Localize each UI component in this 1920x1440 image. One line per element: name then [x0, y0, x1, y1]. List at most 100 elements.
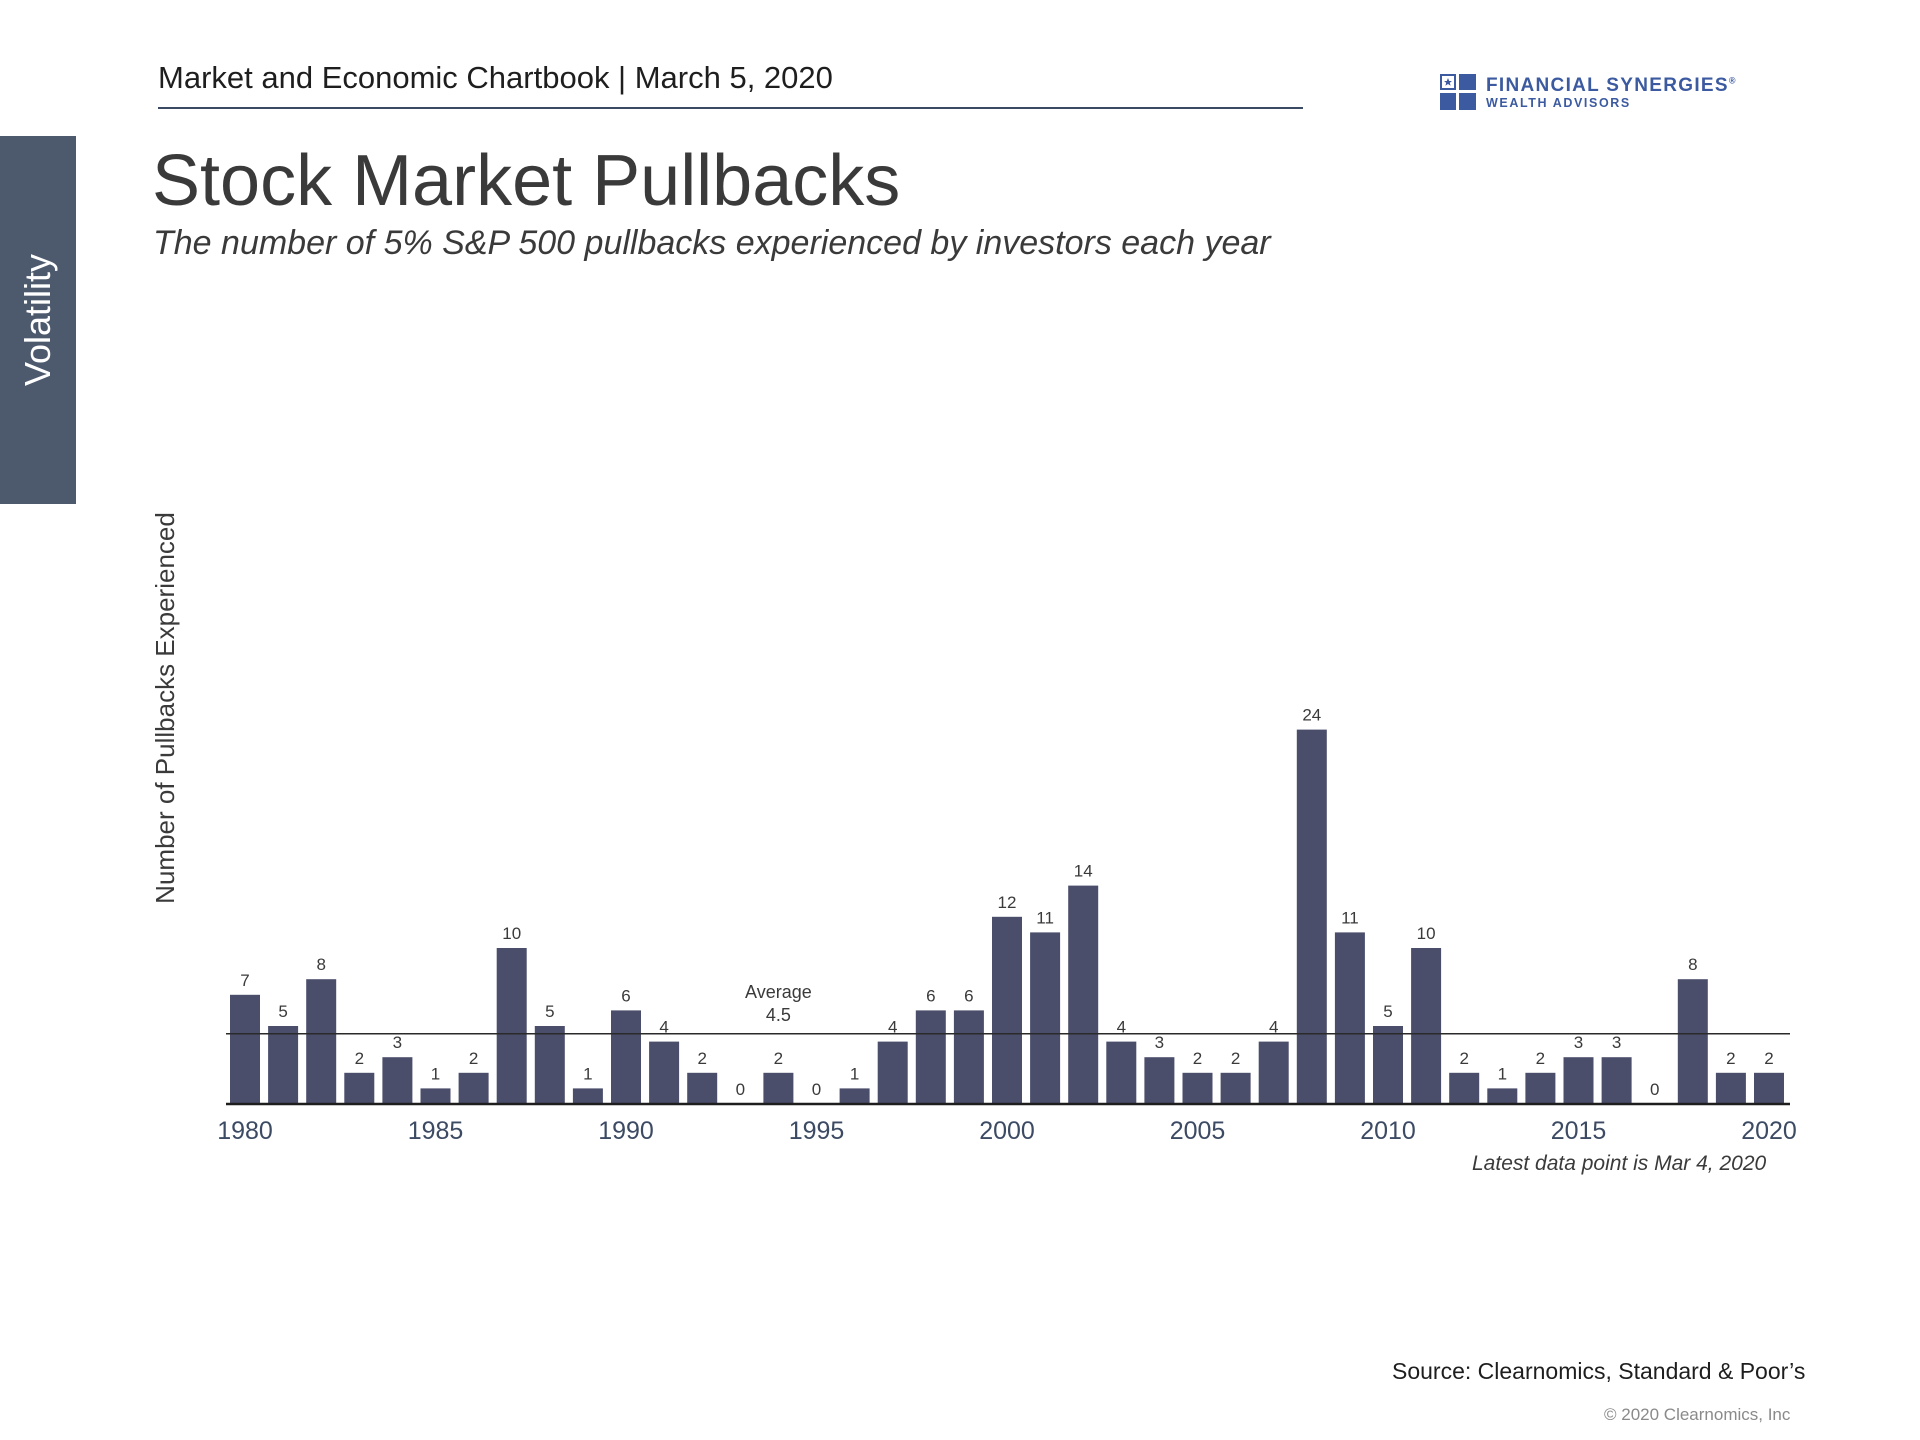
- volatility-side-tab: Volatility: [0, 136, 76, 504]
- bar-1988: [534, 1026, 565, 1104]
- bar-2015: [1563, 1057, 1594, 1104]
- bar-label-1980: 7: [240, 971, 249, 990]
- bar-2010: [1373, 1026, 1403, 1104]
- logo-name: FINANCIAL SYNERGIES®: [1486, 75, 1737, 96]
- bar-label-1984: 3: [393, 1033, 402, 1052]
- bar-1997: [877, 1041, 908, 1104]
- bar-label-2012: 2: [1459, 1049, 1468, 1068]
- bar-label-2014: 2: [1536, 1049, 1545, 1068]
- bar-2008: [1296, 729, 1327, 1104]
- page-subtitle: The number of 5% S&P 500 pullbacks exper…: [153, 224, 1271, 262]
- average-value: 4.5: [766, 1005, 791, 1025]
- bar-label-1983: 2: [355, 1049, 364, 1068]
- bar-1987: [496, 948, 527, 1104]
- bar-label-2010: 5: [1383, 1002, 1392, 1021]
- average-label: Average: [745, 982, 812, 1002]
- copyright-note: © 2020 Clearnomics, Inc: [1604, 1405, 1791, 1424]
- bar-label-2019: 2: [1726, 1049, 1735, 1068]
- bar-label-2009: 11: [1341, 908, 1359, 927]
- x-tick-1985: 1985: [408, 1117, 464, 1145]
- bar-label-2000: 12: [998, 893, 1017, 912]
- bar-2007: [1258, 1041, 1289, 1104]
- bar-label-1986: 2: [469, 1049, 478, 1068]
- bar-label-2018: 8: [1688, 955, 1697, 974]
- x-tick-2000: 2000: [979, 1117, 1035, 1145]
- bar-label-2008: 24: [1302, 706, 1321, 725]
- latest-data-note: Latest data point is Mar 4, 2020: [1472, 1152, 1767, 1175]
- bar-label-2011: 10: [1417, 924, 1436, 943]
- x-tick-2005: 2005: [1170, 1117, 1226, 1145]
- bar-2001: [1030, 932, 1061, 1104]
- x-tick-2020: 2020: [1741, 1117, 1797, 1145]
- bar-2018: [1677, 979, 1708, 1104]
- bar-label-2001: 11: [1036, 908, 1054, 927]
- bar-label-1995: 0: [812, 1080, 821, 1099]
- bar-label-2002: 14: [1074, 862, 1093, 881]
- bar-2006: [1220, 1072, 1251, 1104]
- bar-2011: [1411, 948, 1442, 1104]
- logo-subname: WEALTH ADVISORS: [1486, 96, 1631, 110]
- bar-label-2003: 4: [1117, 1018, 1126, 1037]
- x-tick-1980: 1980: [217, 1117, 273, 1145]
- bar-2012: [1449, 1072, 1480, 1104]
- bar-label-2017: 0: [1650, 1080, 1659, 1099]
- bar-1989: [572, 1088, 603, 1104]
- bar-label-2005: 2: [1193, 1049, 1202, 1068]
- bar-1999: [953, 1010, 984, 1104]
- bar-label-2007: 4: [1269, 1018, 1278, 1037]
- bar-label-1982: 8: [316, 955, 325, 974]
- bar-label-2013: 1: [1498, 1064, 1507, 1083]
- bar-2014: [1525, 1072, 1556, 1104]
- bar-2002: [1068, 885, 1099, 1104]
- x-tick-2015: 2015: [1551, 1117, 1607, 1145]
- bar-label-1996: 1: [850, 1064, 859, 1083]
- y-axis-label: Number of Pullbacks Experienced: [150, 512, 180, 904]
- bar-2013: [1487, 1088, 1518, 1104]
- bar-1991: [649, 1041, 680, 1104]
- bar-label-1990: 6: [621, 986, 630, 1005]
- x-tick-1995: 1995: [789, 1117, 845, 1145]
- bar-label-1992: 2: [697, 1049, 706, 1068]
- bar-label-1989: 1: [583, 1064, 592, 1083]
- x-tick-1990: 1990: [598, 1117, 654, 1145]
- bar-label-2006: 2: [1231, 1049, 1240, 1068]
- bar-1998: [915, 1010, 946, 1104]
- bar-2016: [1601, 1057, 1632, 1104]
- bar-label-1988: 5: [545, 1002, 554, 1021]
- bar-label-1981: 5: [278, 1002, 287, 1021]
- bar-2005: [1182, 1072, 1213, 1104]
- bar-1983: [344, 1072, 375, 1104]
- bar-label-2015: 3: [1574, 1033, 1583, 1052]
- bar-label-2004: 3: [1155, 1033, 1164, 1052]
- bar-1996: [839, 1088, 870, 1104]
- page-title: Stock Market Pullbacks: [152, 141, 901, 221]
- chartbook-header: Market and Economic Chartbook | March 5,…: [158, 60, 833, 95]
- bar-1994: [763, 1072, 794, 1104]
- bar-2019: [1715, 1072, 1746, 1104]
- bar-1982: [306, 979, 337, 1104]
- header-divider: [158, 107, 1303, 109]
- bar-1990: [611, 1010, 641, 1104]
- bar-2020: [1754, 1072, 1784, 1104]
- bar-label-1991: 4: [659, 1018, 668, 1037]
- bar-1992: [687, 1072, 718, 1104]
- bar-label-1999: 6: [964, 986, 973, 1005]
- bar-label-1993: 0: [736, 1080, 745, 1099]
- bar-1986: [458, 1072, 489, 1104]
- bar-label-1994: 2: [774, 1049, 783, 1068]
- bar-label-1987: 10: [502, 924, 521, 943]
- bar-1985: [420, 1088, 451, 1104]
- bar-2004: [1144, 1057, 1175, 1104]
- bar-label-1997: 4: [888, 1018, 897, 1037]
- bar-2003: [1106, 1041, 1137, 1104]
- bar-label-1998: 6: [926, 986, 935, 1005]
- x-tick-2010: 2010: [1360, 1117, 1416, 1145]
- source-note: Source: Clearnomics, Standard & Poor’s: [1392, 1358, 1806, 1384]
- bar-1981: [268, 1026, 299, 1104]
- bar-label-1985: 1: [431, 1064, 440, 1083]
- bar-1980: [230, 994, 260, 1104]
- bar-label-2020: 2: [1764, 1049, 1773, 1068]
- bar-2000: [992, 916, 1022, 1104]
- bar-1984: [382, 1057, 413, 1104]
